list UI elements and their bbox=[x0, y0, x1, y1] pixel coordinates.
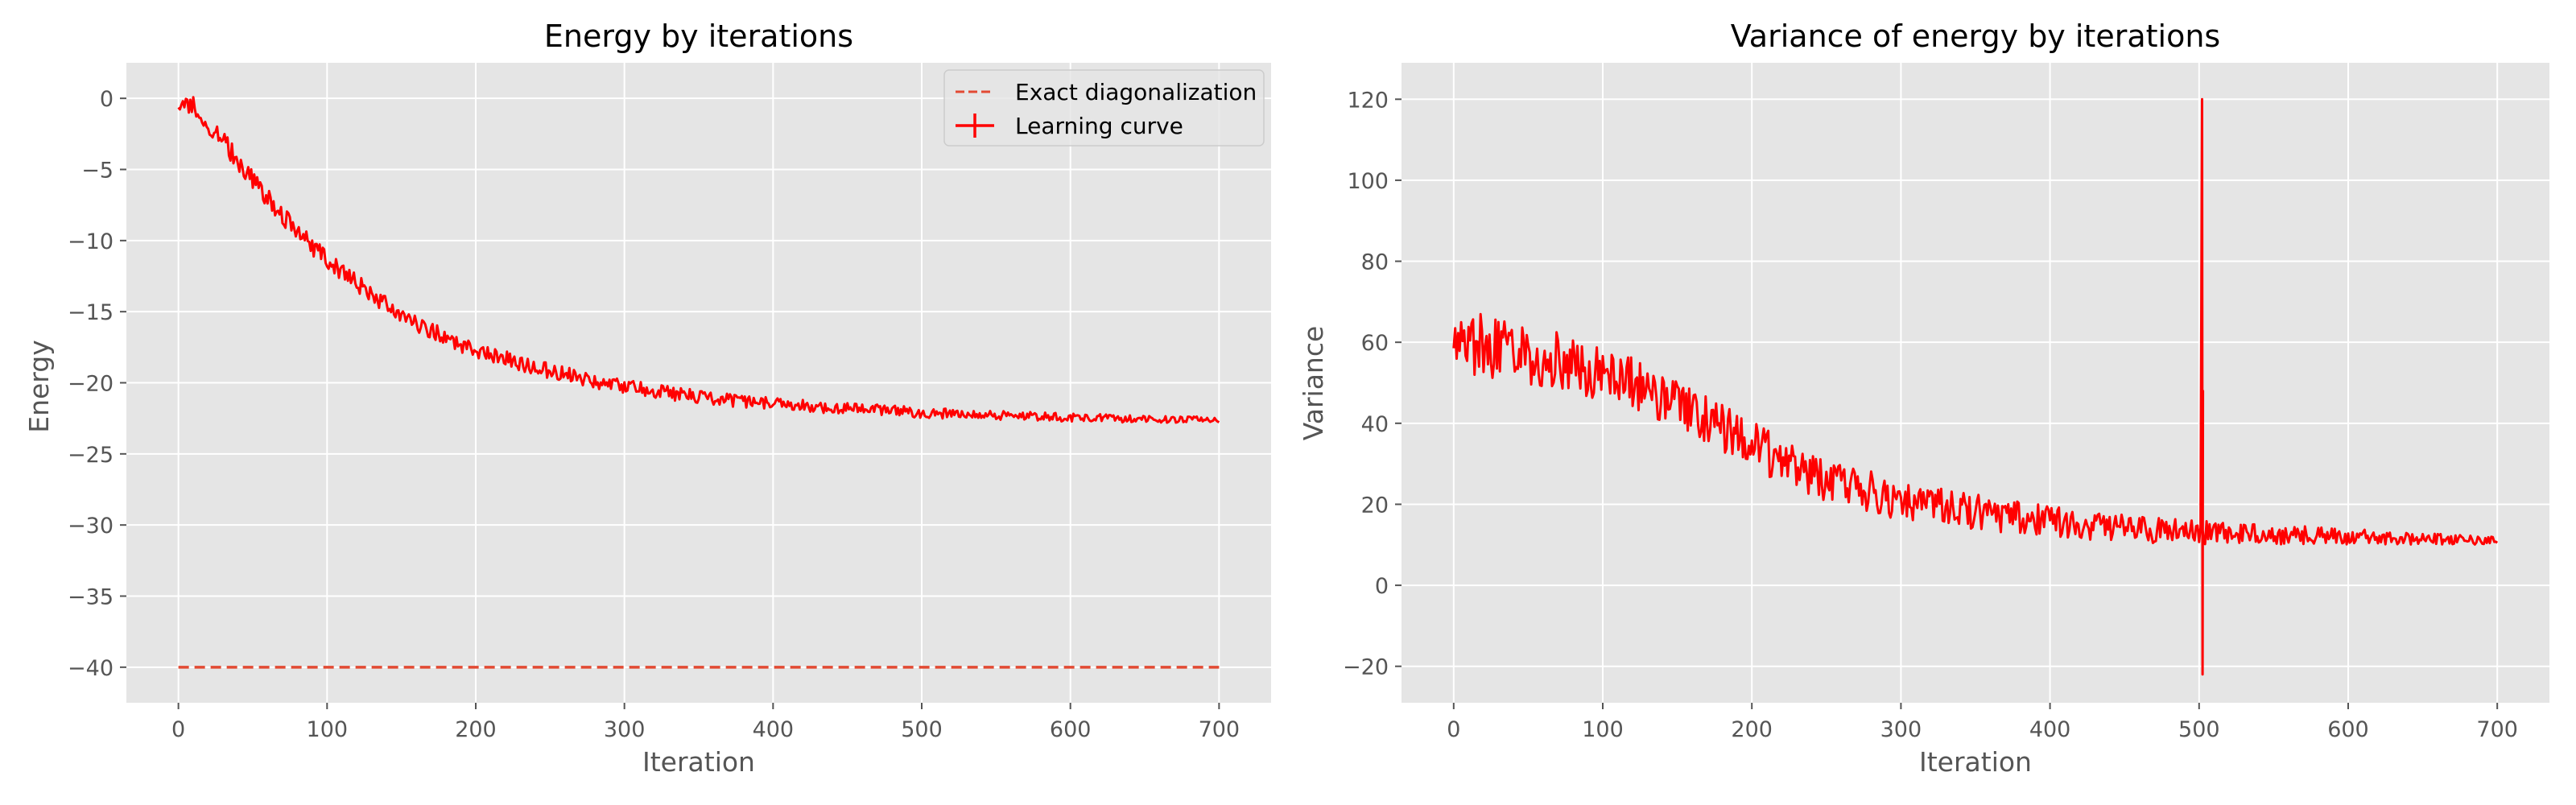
x-tick-label: 300 bbox=[1880, 717, 1922, 742]
y-tick-label: 80 bbox=[1361, 250, 1389, 275]
x-tick-label: 100 bbox=[307, 717, 349, 742]
variance-plot-area bbox=[1402, 63, 2549, 703]
x-tick-label: 700 bbox=[2476, 717, 2518, 742]
y-tick-label: −15 bbox=[68, 300, 114, 325]
variance-series-lines bbox=[1452, 97, 2499, 676]
legend-label-exact-diagonalization: Exact diagonalization bbox=[1015, 79, 1257, 105]
y-tick-label: 0 bbox=[1375, 574, 1389, 599]
variance-x-axis-label: Iteration bbox=[1919, 746, 2032, 778]
x-tick-label: 500 bbox=[2178, 717, 2220, 742]
y-tick-label: −30 bbox=[68, 514, 114, 539]
legend-box bbox=[943, 69, 1265, 147]
y-tick-label: −40 bbox=[68, 656, 114, 681]
y-tick-label: −20 bbox=[68, 372, 114, 397]
x-tick-label: 700 bbox=[1199, 717, 1241, 742]
energy-y-axis-label: Energy bbox=[23, 340, 55, 433]
x-tick-label: 400 bbox=[753, 717, 795, 742]
energy-gridlines bbox=[126, 63, 1271, 703]
x-tick-label: 0 bbox=[171, 717, 185, 742]
energy-series-lines bbox=[177, 96, 1220, 669]
y-tick-label: 0 bbox=[100, 87, 114, 112]
energy-y-ticks: 0 −5 −10 −15 −20 −25 −30 −35 −40 bbox=[68, 87, 126, 681]
series-learning-curve-line bbox=[177, 96, 1220, 424]
y-tick-label: 100 bbox=[1347, 169, 1389, 194]
series-variance-line bbox=[1452, 97, 2499, 676]
x-tick-label: 400 bbox=[2029, 717, 2071, 742]
variance-gridlines bbox=[1402, 63, 2549, 703]
y-tick-label: −5 bbox=[81, 159, 114, 184]
x-tick-label: 600 bbox=[2327, 717, 2369, 742]
energy-x-ticks: 0 100 200 300 400 500 600 700 bbox=[171, 703, 1240, 742]
variance-y-ticks: 120 100 80 60 40 20 0 −20 bbox=[1343, 88, 1402, 680]
variance-chart-title: Variance of energy by iterations bbox=[1731, 19, 2220, 54]
y-tick-label: −10 bbox=[68, 229, 114, 254]
x-tick-label: 600 bbox=[1050, 717, 1092, 742]
x-tick-label: 100 bbox=[1582, 717, 1624, 742]
y-tick-label: −25 bbox=[68, 443, 114, 468]
energy-legend: Exact diagonalization Learning curve bbox=[943, 69, 1265, 147]
y-tick-label: 60 bbox=[1361, 331, 1389, 356]
energy-x-axis-label: Iteration bbox=[642, 746, 755, 778]
y-tick-label: 20 bbox=[1361, 493, 1389, 518]
x-tick-label: 200 bbox=[1731, 717, 1773, 742]
y-tick-label: 40 bbox=[1361, 412, 1389, 437]
energy-chart-title: Energy by iterations bbox=[544, 19, 853, 54]
x-tick-label: 200 bbox=[455, 717, 497, 742]
variance-chart-panel: Variance of energy by iterations 0 100 200… bbox=[1298, 19, 2549, 778]
y-tick-label: −35 bbox=[68, 585, 114, 610]
y-tick-label: −20 bbox=[1343, 655, 1389, 680]
variance-x-ticks: 0 100 200 300 400 500 600 700 bbox=[1447, 703, 2518, 742]
y-tick-label: 120 bbox=[1347, 88, 1389, 113]
x-tick-label: 500 bbox=[901, 717, 943, 742]
energy-chart-panel: Energy by iterations 0 100 200 300 400 500 600… bbox=[23, 19, 1271, 778]
variance-y-axis-label: Variance bbox=[1298, 326, 1329, 441]
x-tick-label: 300 bbox=[604, 717, 646, 742]
legend-label-learning-curve: Learning curve bbox=[1015, 113, 1183, 139]
x-tick-label: 0 bbox=[1447, 717, 1460, 742]
